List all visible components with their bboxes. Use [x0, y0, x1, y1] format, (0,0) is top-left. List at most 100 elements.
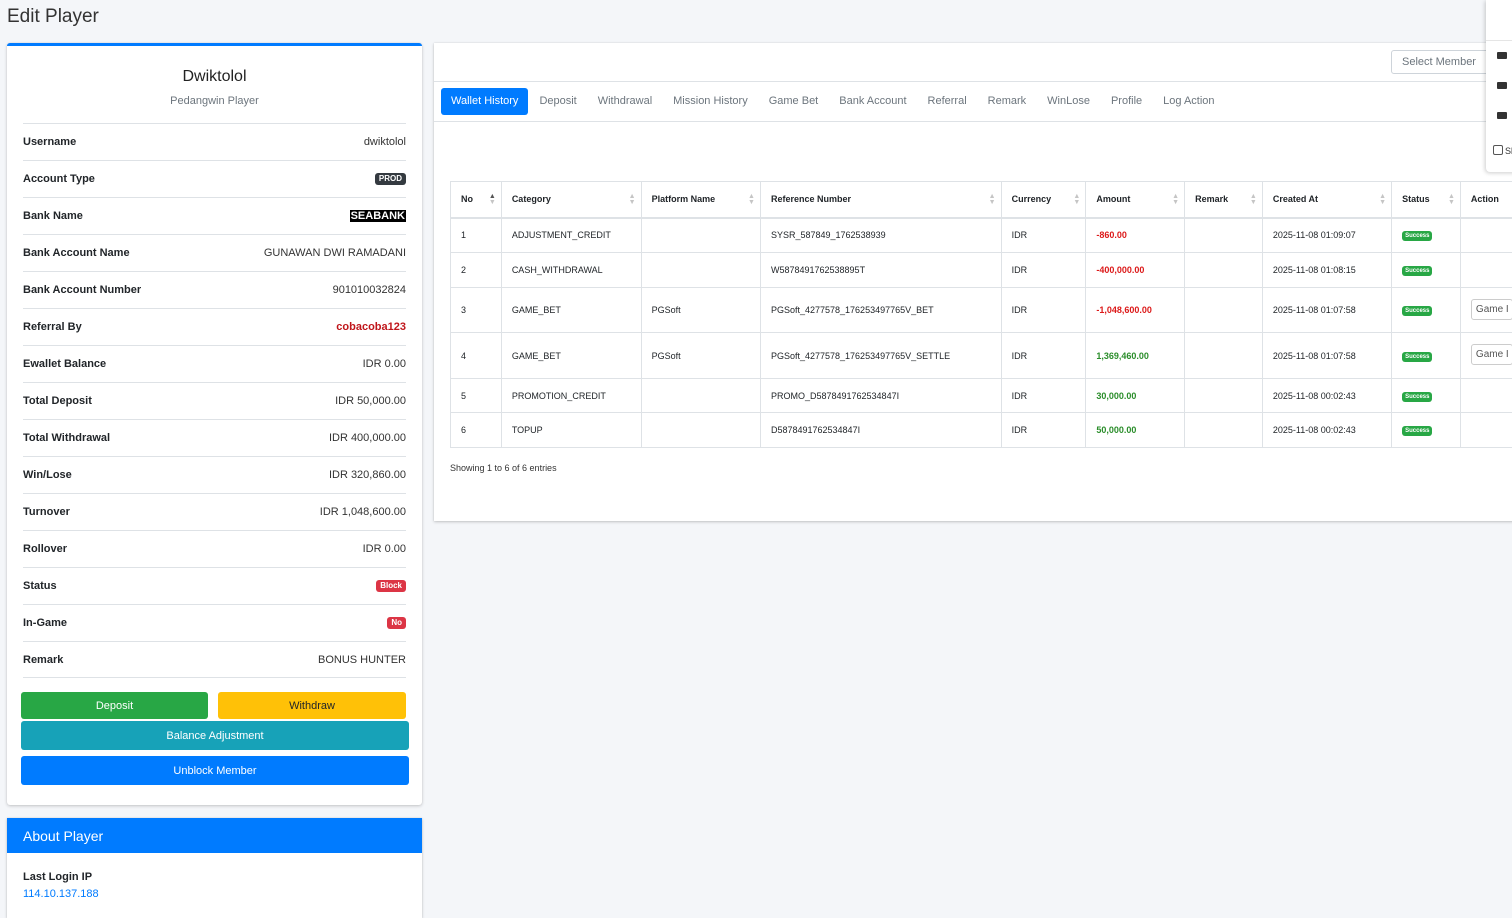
- cell-action: [1460, 413, 1512, 448]
- tab-mission-history[interactable]: Mission History: [663, 88, 758, 115]
- column-header-no[interactable]: No▲▼: [451, 182, 502, 218]
- cell-created-at: 2025-11-08 01:09:07: [1262, 218, 1391, 253]
- cell-reference: PGSoft_4277578_176253497765V_SETTLE: [760, 333, 1001, 379]
- cell-currency: IDR: [1001, 379, 1086, 413]
- referral-link[interactable]: cobacoba123: [336, 321, 406, 333]
- sort-icon: ▲▼: [1073, 194, 1080, 206]
- tab-referral[interactable]: Referral: [918, 88, 977, 115]
- tab-withdrawal[interactable]: Withdrawal: [588, 88, 662, 115]
- unblock-member-button[interactable]: Unblock Member: [21, 756, 409, 785]
- info-label: In-Game: [23, 617, 67, 629]
- info-value: BONUS HUNTER: [318, 654, 406, 666]
- deposit-button[interactable]: Deposit: [21, 692, 208, 719]
- info-row-in-game: In-Game No: [23, 604, 406, 641]
- info-value: GUNAWAN DWI RAMADANI: [264, 247, 406, 259]
- cell-platform: [641, 218, 760, 253]
- cell-status: Success: [1392, 253, 1461, 288]
- cell-created-at: 2025-11-08 01:07:58: [1262, 333, 1391, 379]
- tab-bank-account[interactable]: Bank Account: [829, 88, 916, 115]
- cell-no: 1: [451, 218, 502, 253]
- status-badge: Block: [376, 580, 406, 592]
- info-value: IDR 320,860.00: [329, 469, 406, 481]
- column-label: Created At: [1273, 194, 1318, 204]
- withdraw-button[interactable]: Withdraw: [218, 692, 406, 719]
- balance-adjustment-button[interactable]: Balance Adjustment: [21, 721, 409, 750]
- column-header-category[interactable]: Category ▲▼: [501, 182, 641, 218]
- sort-icon: ▲▼: [629, 194, 636, 206]
- cell-action: [1460, 218, 1512, 253]
- cell-created-at: 2025-11-08 01:08:15: [1262, 253, 1391, 288]
- tab-wallet-history[interactable]: Wallet History: [441, 88, 528, 115]
- cell-remark: [1185, 413, 1263, 448]
- info-label: Win/Lose: [23, 469, 72, 481]
- cell-reference: PROMO_D5878491762534847I: [760, 379, 1001, 413]
- info-label: Account Type: [23, 173, 95, 185]
- last-login-ip[interactable]: 114.10.137.188: [23, 888, 99, 900]
- cell-action: [1460, 379, 1512, 413]
- info-value: IDR 0.00: [363, 543, 406, 555]
- cell-remark: [1185, 379, 1263, 413]
- info-row-total-withdrawal: Total Withdrawal IDR 400,000.00: [23, 419, 406, 456]
- cell-no: 3: [451, 288, 502, 333]
- column-header-created-at[interactable]: Created At▲▼: [1262, 182, 1391, 218]
- column-header-platform[interactable]: Platform Name▲▼: [641, 182, 760, 218]
- game-detail-button[interactable]: Game I: [1471, 344, 1512, 365]
- select-member-dropdown[interactable]: Select Member: [1391, 50, 1501, 74]
- cell-no: 5: [451, 379, 502, 413]
- cell-category: GAME_BET: [501, 288, 641, 333]
- info-value: IDR 0.00: [363, 358, 406, 370]
- info-row-ewallet-balance: Ewallet Balance IDR 0.00: [23, 345, 406, 382]
- tab-deposit[interactable]: Deposit: [529, 88, 586, 115]
- cell-created-at: 2025-11-08 00:02:43: [1262, 413, 1391, 448]
- tab-remark[interactable]: Remark: [978, 88, 1037, 115]
- tab-winlose[interactable]: WinLose: [1037, 88, 1100, 115]
- info-label: Rollover: [23, 543, 67, 555]
- cell-currency: IDR: [1001, 333, 1086, 379]
- info-value: IDR 400,000.00: [329, 432, 406, 444]
- checkbox[interactable]: [1493, 145, 1503, 155]
- info-value: 901010032824: [333, 284, 406, 296]
- tab-game-bet[interactable]: Game Bet: [759, 88, 829, 115]
- column-header-action: Action: [1460, 182, 1512, 218]
- cell-currency: IDR: [1001, 253, 1086, 288]
- cell-remark: [1185, 253, 1263, 288]
- info-label: Ewallet Balance: [23, 358, 106, 370]
- sort-icon: ▲▼: [1448, 194, 1455, 206]
- column-label: Status: [1402, 194, 1430, 204]
- column-header-currency[interactable]: Currency ▲▼: [1001, 182, 1086, 218]
- cell-created-at: 2025-11-08 00:02:43: [1262, 379, 1391, 413]
- status-badge: Success: [1402, 306, 1432, 316]
- in-game-badge: No: [387, 617, 406, 629]
- cell-status: Success: [1392, 379, 1461, 413]
- cell-status: Success: [1392, 333, 1461, 379]
- cell-platform: PGSoft: [641, 288, 760, 333]
- cell-category: ADJUSTMENT_CREDIT: [501, 218, 641, 253]
- cell-no: 2: [451, 253, 502, 288]
- page-title: Edit Player: [7, 6, 99, 28]
- column-header-status[interactable]: Status ▲▼: [1392, 182, 1461, 218]
- envelope-icon[interactable]: [1497, 52, 1507, 59]
- column-header-amount[interactable]: Amount▲▼: [1086, 182, 1185, 218]
- tab-profile[interactable]: Profile: [1101, 88, 1152, 115]
- envelope-icon[interactable]: [1497, 112, 1507, 119]
- cell-amount: -860.00: [1086, 218, 1185, 253]
- cell-reference: PGSoft_4277578_176253497765V_BET: [760, 288, 1001, 333]
- sort-icon: ▲▼: [489, 194, 496, 206]
- column-label: Currency: [1012, 194, 1052, 204]
- info-row-remark: Remark BONUS HUNTER: [23, 641, 406, 678]
- column-header-remark[interactable]: Remark▲▼: [1185, 182, 1263, 218]
- cell-remark: [1185, 218, 1263, 253]
- tab-log-action[interactable]: Log Action: [1153, 88, 1224, 115]
- info-label: Total Withdrawal: [23, 432, 110, 444]
- tab-bar: Wallet History Deposit Withdrawal Missio…: [441, 88, 1226, 115]
- sort-icon: ▲▼: [1250, 194, 1257, 206]
- column-header-reference[interactable]: Reference Number▲▼: [760, 182, 1001, 218]
- cell-remark: [1185, 288, 1263, 333]
- cell-action: Game I: [1460, 288, 1512, 333]
- cell-action: Game I: [1460, 333, 1512, 379]
- column-label: Reference Number: [771, 194, 851, 204]
- game-detail-button[interactable]: Game I: [1471, 299, 1512, 320]
- cell-no: 6: [451, 413, 502, 448]
- envelope-icon[interactable]: [1497, 82, 1507, 89]
- column-label: Category: [512, 194, 551, 204]
